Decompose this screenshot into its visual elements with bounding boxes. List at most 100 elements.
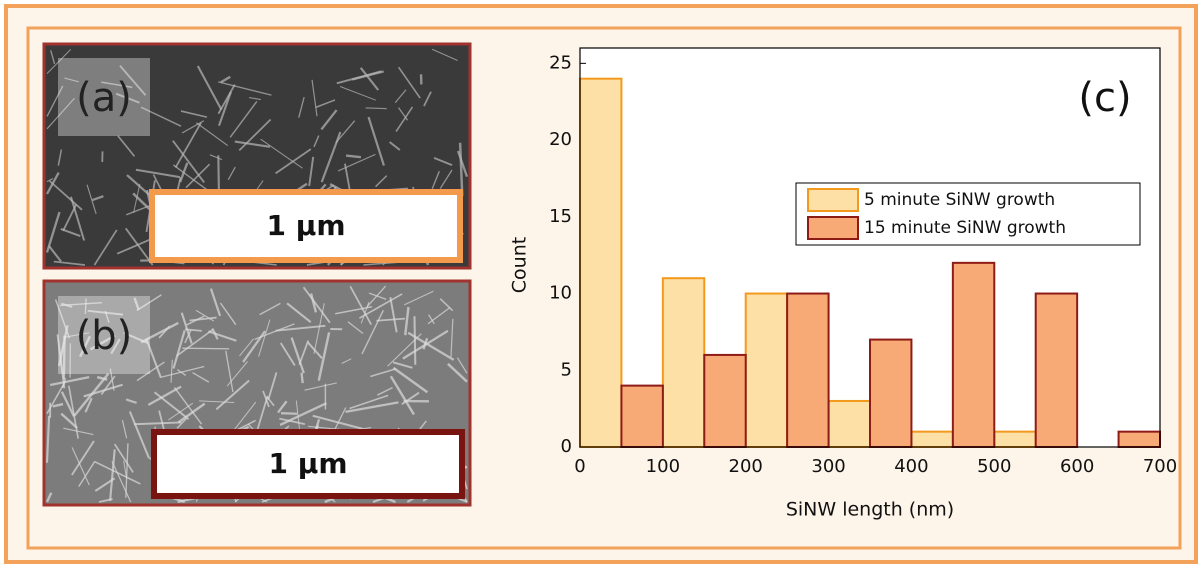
texture (71, 447, 90, 486)
texture (45, 492, 53, 503)
texture (54, 299, 71, 339)
bar (786, 292, 830, 448)
texture (407, 331, 455, 361)
scale-bar-box (151, 429, 465, 499)
texture (312, 414, 364, 430)
texture (217, 155, 220, 191)
texture (447, 362, 468, 383)
texture (229, 100, 258, 138)
bar (993, 430, 1037, 448)
texture (234, 140, 271, 148)
texture (260, 138, 303, 169)
texture (215, 379, 250, 411)
texture (98, 498, 113, 503)
texture (248, 96, 261, 101)
texture (45, 415, 51, 463)
texture (177, 402, 206, 424)
texture (60, 412, 78, 429)
texture (63, 332, 90, 338)
texture (153, 391, 190, 420)
texture (135, 168, 181, 179)
texture (86, 184, 97, 215)
texture (218, 81, 272, 96)
texture (404, 306, 410, 336)
texture (308, 156, 315, 187)
y-tick-label: 20 (549, 129, 572, 150)
texture (307, 341, 323, 359)
texture (279, 417, 306, 425)
texture (60, 227, 81, 237)
texture (60, 302, 103, 307)
x-tick-label: 600 (1060, 456, 1094, 477)
texture (192, 371, 210, 383)
texture (123, 460, 128, 478)
texture (335, 120, 356, 144)
texture (209, 154, 223, 161)
texture (413, 316, 417, 365)
plot-frame (579, 47, 1161, 448)
texture (125, 443, 129, 498)
texture (133, 297, 140, 311)
texture (68, 385, 80, 439)
texture (45, 211, 61, 253)
texture (199, 400, 235, 403)
texture (300, 372, 304, 384)
texture (398, 107, 409, 121)
bar (910, 430, 954, 448)
y-tick-label: 15 (549, 206, 572, 227)
texture (255, 395, 269, 434)
texture (341, 358, 352, 364)
texture (349, 285, 373, 326)
texture (116, 236, 155, 255)
texture (173, 386, 203, 425)
texture (172, 164, 208, 191)
texture (117, 135, 136, 157)
texture (136, 361, 165, 382)
texture (359, 67, 380, 91)
scale-bar-box (149, 189, 463, 263)
texture (136, 294, 162, 312)
texture (208, 330, 237, 342)
texture (111, 461, 132, 503)
texture (53, 260, 86, 266)
texture (69, 196, 86, 241)
texture (349, 394, 389, 410)
x-axis-label: SiNW length (nm) (786, 499, 954, 521)
texture (392, 361, 413, 369)
texture (79, 335, 92, 358)
texture (101, 81, 133, 89)
sem-images (42, 42, 472, 507)
texture (298, 96, 305, 118)
texture (211, 327, 219, 340)
x-tick-label: 500 (977, 456, 1011, 477)
legend-label: 15 minute SiNW growth (864, 218, 1066, 238)
texture (62, 204, 78, 232)
texture (427, 307, 451, 325)
texture (458, 142, 464, 196)
texture (401, 391, 420, 406)
texture (315, 99, 336, 109)
texture (219, 302, 237, 326)
texture (361, 309, 384, 355)
texture (176, 418, 187, 429)
y-tick-label: 0 (561, 436, 572, 457)
x-tick-label: 400 (894, 456, 928, 477)
texture (145, 338, 162, 378)
texture (267, 372, 278, 400)
bar (703, 353, 747, 448)
texture (376, 317, 405, 322)
texture (170, 359, 173, 383)
texture (50, 50, 56, 65)
texture (89, 334, 116, 351)
texture (313, 135, 320, 148)
scale-bar-label: 1 µm (266, 209, 345, 242)
texture (185, 163, 211, 189)
annotation: (c) (1078, 75, 1131, 121)
texture (423, 91, 432, 107)
texture (286, 302, 312, 324)
texture (377, 386, 393, 396)
texture (63, 427, 94, 436)
texture (159, 365, 205, 379)
y-axis-label: Count (509, 237, 531, 293)
texture (93, 229, 118, 266)
